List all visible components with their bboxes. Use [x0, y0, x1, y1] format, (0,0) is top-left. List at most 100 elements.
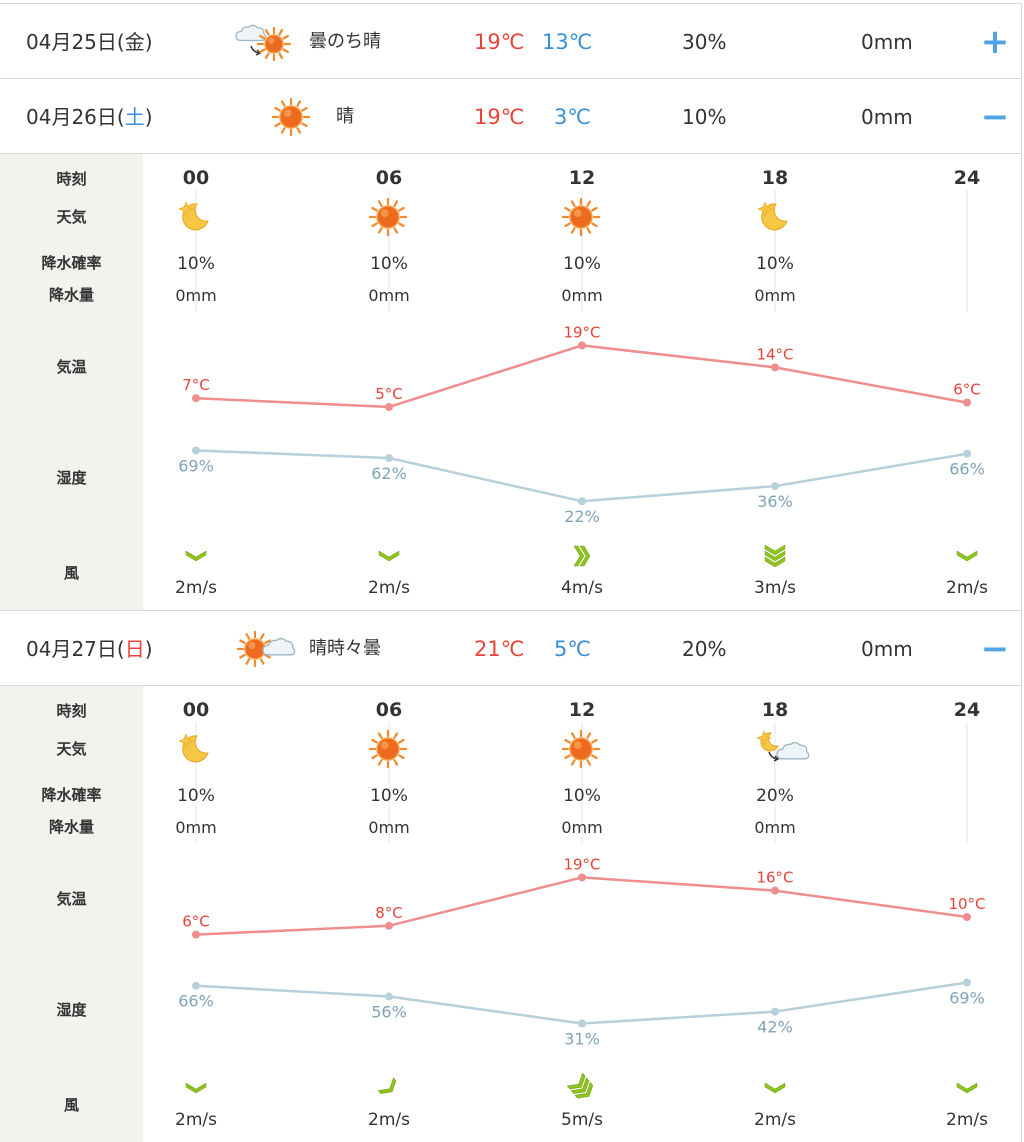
sunny-icon — [561, 197, 601, 237]
temperature-label: 16°C — [756, 869, 793, 887]
precip-amount-value: 0mm — [754, 286, 795, 305]
moon-icon — [178, 733, 209, 763]
temp-min: 13℃ — [542, 30, 593, 54]
north-wind-icon — [378, 550, 400, 562]
sunny-icon — [561, 729, 601, 769]
north-wind-icon — [185, 1082, 207, 1094]
label-wind: 風 — [63, 564, 79, 582]
humidity-point — [963, 978, 971, 987]
west-wind-icon — [573, 545, 591, 567]
temperature-label: 6°C — [953, 381, 981, 399]
temperature-point — [578, 341, 586, 350]
precip-probability: 30% — [682, 30, 727, 54]
label-pop: 降水確率 — [41, 786, 102, 804]
wind-speed: 2m/s — [754, 1110, 796, 1130]
temperature-line — [195, 876, 968, 936]
precip-amount-value: 0mm — [175, 818, 216, 837]
northeast-wind-icon — [377, 1077, 397, 1094]
precip-probability-value: 10% — [370, 786, 408, 806]
humidity-point — [771, 482, 779, 491]
weather-icon — [233, 627, 297, 671]
weather-icon — [271, 95, 311, 139]
day-row[interactable]: 04月25日(金) 曇のち晴 19℃ 13℃ 30% 0mm + — [0, 3, 1022, 79]
humidity-point — [385, 992, 393, 1001]
label-humidity: 湿度 — [56, 469, 87, 487]
label-precip: 降水量 — [48, 286, 94, 304]
humidity-point — [578, 1019, 586, 1028]
hour-label: 18 — [762, 167, 788, 189]
collapse-button[interactable]: − — [980, 97, 1010, 137]
hour-label: 06 — [376, 167, 402, 189]
label-temp: 気温 — [56, 358, 87, 376]
hour-label: 24 — [954, 167, 980, 189]
day-row[interactable]: 04月26日(土) 晴 19℃ 3℃ 10% 0mm − — [0, 78, 1022, 154]
label-pop: 降水確率 — [41, 254, 102, 272]
humidity-point — [192, 981, 200, 990]
northeast-wind-icon — [566, 1072, 594, 1099]
label-weather: 天気 — [56, 208, 87, 226]
humidity-point — [963, 449, 971, 458]
cloudy-then-sunny-icon — [235, 24, 292, 62]
label-column: 時刻 天気 降水確率 降水量 気温 湿度風 — [0, 686, 143, 1142]
humidity-point — [385, 454, 393, 463]
humidity-point — [192, 446, 200, 455]
temperature-point — [385, 921, 393, 930]
weather-text: 晴時々曇 — [309, 638, 381, 659]
hourly-chart: 00 06 12 18 24 10% 10% 10% 10% 0mm 0mm 0mm 0mm 7°C 5°C… — [175, 167, 988, 598]
north-wind-icon — [764, 1082, 786, 1094]
humidity-label: 36% — [757, 492, 793, 511]
temperature-line — [195, 344, 968, 409]
wind-speed: 2m/s — [175, 578, 217, 598]
moon-icon — [757, 201, 788, 231]
sunny-icon — [368, 729, 408, 769]
precip-amount-value: 0mm — [368, 818, 409, 837]
wind-speed: 2m/s — [946, 578, 988, 598]
temperature-label: 5°C — [375, 385, 403, 403]
moon-icon — [178, 201, 209, 231]
humidity-label: 69% — [178, 456, 214, 475]
hour-label: 18 — [762, 699, 788, 721]
temperature-label: 7°C — [182, 376, 210, 394]
humidity-label: 42% — [757, 1018, 793, 1037]
temperature-point — [963, 913, 971, 921]
label-time: 時刻 — [56, 170, 87, 188]
temperature-label: 6°C — [182, 913, 210, 931]
temperature-label: 14°C — [756, 345, 793, 363]
weather-text: 晴 — [336, 106, 354, 127]
sunny-sometimes-cloudy-icon — [236, 630, 296, 668]
wind-speed: 3m/s — [754, 578, 796, 598]
weather-text: 曇のち晴 — [309, 31, 381, 52]
collapse-button[interactable]: − — [980, 629, 1010, 669]
label-humidity: 湿度 — [56, 1001, 87, 1019]
precip-amount-value: 0mm — [561, 818, 602, 837]
temperature-point — [192, 394, 200, 403]
sunny-icon — [368, 197, 408, 237]
precip-probability-value: 10% — [177, 786, 215, 806]
hour-label: 00 — [183, 699, 209, 721]
temperature-point — [578, 873, 586, 882]
precip-amount-value: 0mm — [561, 286, 602, 305]
label-column: 時刻天気降水確率降水量気温湿度風 — [0, 154, 143, 610]
precip-amount-value: 0mm — [754, 818, 795, 837]
label-temp: 気温 — [56, 890, 87, 908]
humidity-label: 56% — [371, 1003, 407, 1022]
wind-speed: 2m/s — [946, 1110, 988, 1130]
humidity-line — [195, 981, 968, 1025]
wind-speed: 2m/s — [368, 578, 410, 598]
hourly-detail: 時刻 天気 降水確率 降水量 気温 湿度風 00 06 12 18 24 10% 10% 10% 10% 0m… — [0, 154, 1022, 610]
humidity-label: 22% — [564, 507, 600, 526]
label-wind: 風 — [63, 1096, 79, 1114]
temp-min: 5℃ — [554, 637, 591, 661]
wind-speed: 2m/s — [175, 1110, 217, 1130]
humidity-line — [195, 449, 968, 503]
precip-amount: 0mm — [861, 30, 913, 54]
humidity-point — [578, 497, 586, 506]
temperature-label: 19°C — [563, 323, 600, 341]
expand-button[interactable]: + — [980, 22, 1010, 62]
temperature-point — [385, 403, 393, 411]
precip-probability-value: 20% — [756, 786, 794, 806]
day-row[interactable]: 04月27日(日) 晴時々曇 21℃ 5℃ 20% 0mm − — [0, 610, 1022, 686]
precip-probability-value: 10% — [563, 254, 601, 274]
label-time: 時刻 — [56, 702, 87, 720]
day-date: 04月27日(日) — [26, 637, 153, 661]
